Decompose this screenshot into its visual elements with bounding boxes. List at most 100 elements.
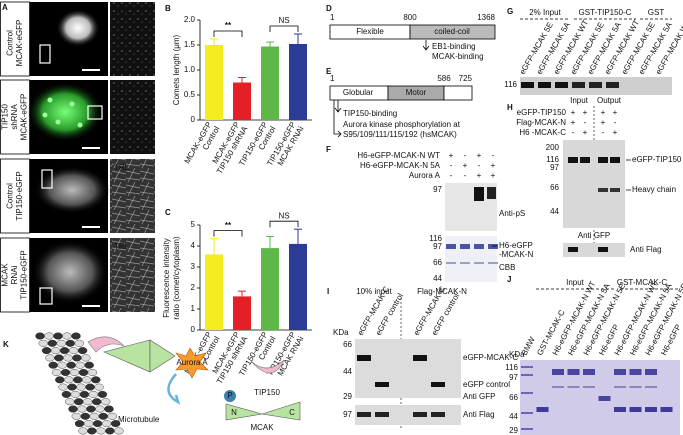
unit: KDa — [333, 328, 349, 337]
significance-bracket — [269, 220, 299, 228]
bar — [261, 46, 279, 120]
y-tick-label: 2.0 — [184, 15, 196, 24]
marker: 44 — [550, 207, 559, 216]
row-label: TIP150 — [1, 104, 10, 130]
blot-label: Anti GFP — [463, 392, 495, 401]
sign: - — [464, 171, 467, 180]
band — [583, 386, 595, 388]
significance: ** — [225, 21, 232, 30]
tubulin — [73, 376, 83, 384]
marker: 44 — [343, 367, 352, 376]
sign: + — [491, 161, 496, 170]
significance: NS — [278, 211, 289, 220]
sign: - — [450, 171, 453, 180]
band — [610, 157, 620, 163]
band — [567, 386, 580, 388]
blot — [445, 236, 497, 282]
condition-label: Flag-MCAK-N — [516, 118, 566, 127]
band — [614, 407, 626, 412]
band — [580, 157, 590, 163]
significance: ** — [225, 221, 232, 230]
sign: - — [450, 161, 453, 170]
band — [521, 374, 533, 376]
band — [521, 366, 533, 368]
panel-letter: J — [507, 275, 511, 284]
band — [629, 407, 642, 412]
kinase-label: Aurora A — [176, 358, 208, 367]
tubulin — [79, 390, 90, 398]
tubulin — [94, 383, 104, 391]
band — [460, 262, 470, 264]
y-axis-label: Fluorescence intensity — [162, 238, 171, 318]
band — [431, 382, 445, 387]
mcak-head — [87, 336, 125, 353]
inset-micrograph — [110, 159, 155, 233]
roi-box — [41, 169, 53, 189]
tip150 — [249, 359, 285, 374]
row-label: TIP150-eGFP — [15, 171, 24, 220]
roi-box — [39, 44, 51, 64]
tubulin — [45, 354, 55, 362]
inset-micrograph — [110, 238, 155, 312]
cycle-arrow — [167, 373, 181, 405]
panel-letter: A — [2, 3, 8, 12]
band — [552, 369, 564, 375]
sign: + — [613, 108, 618, 117]
band — [474, 187, 484, 201]
sign: + — [463, 161, 468, 170]
row-label: shRNA — [10, 104, 19, 130]
note: Aurora kinase phosphorylation at — [343, 120, 461, 129]
roi-box — [87, 105, 103, 120]
residue: 1368 — [477, 13, 495, 22]
tubulin — [88, 390, 99, 398]
tubulin — [78, 369, 89, 377]
panel-letter: B — [165, 4, 171, 13]
label-strip — [0, 158, 30, 234]
y-axis-label: ratio (comet/cytoplasm) — [172, 236, 181, 319]
row-label: Control — [5, 30, 14, 56]
band — [521, 392, 533, 394]
band — [629, 369, 642, 375]
band — [431, 412, 445, 417]
group-label: GST-MCAK-C — [617, 278, 667, 287]
band — [598, 157, 608, 163]
band-label: eGFP-TIP150 — [632, 155, 682, 164]
tubulin — [65, 339, 76, 347]
tubulin — [41, 347, 52, 355]
sign: - — [614, 118, 617, 127]
group-label: Flag-MCAK-N — [417, 287, 467, 296]
bar — [205, 254, 223, 330]
unit: KDa — [509, 350, 525, 359]
condition-label: eGFP-TIP150 — [517, 108, 567, 117]
band — [521, 412, 533, 414]
condition-label: Aurora A — [409, 171, 441, 180]
note: S95/109/111/115/192 (hsMCAK) — [343, 130, 457, 139]
tubulin — [71, 412, 82, 420]
marker: 29 — [509, 426, 518, 435]
tubulin — [72, 354, 82, 362]
marker: 66 — [509, 393, 518, 402]
band — [357, 355, 371, 361]
tubulin — [74, 339, 85, 347]
tubulin — [44, 332, 54, 340]
marker: 97 — [509, 373, 518, 382]
band — [552, 386, 564, 388]
band — [589, 82, 602, 88]
significance-bracket — [269, 25, 299, 32]
sign: + — [583, 128, 588, 137]
band — [572, 82, 585, 88]
protein-label: MCAK — [250, 423, 274, 432]
group-label: Input — [566, 278, 585, 287]
row-label: Control — [5, 183, 14, 209]
tubulin — [77, 347, 88, 355]
band — [538, 82, 551, 88]
sign: + — [601, 118, 606, 127]
group-label: 2% Input — [529, 8, 561, 17]
marker: 97 — [550, 163, 559, 172]
marker: 116 — [504, 80, 517, 89]
group-label: 10% input — [356, 287, 392, 296]
panel-letter: E — [326, 67, 332, 76]
marker: 116 — [429, 234, 442, 243]
blot — [355, 405, 461, 425]
